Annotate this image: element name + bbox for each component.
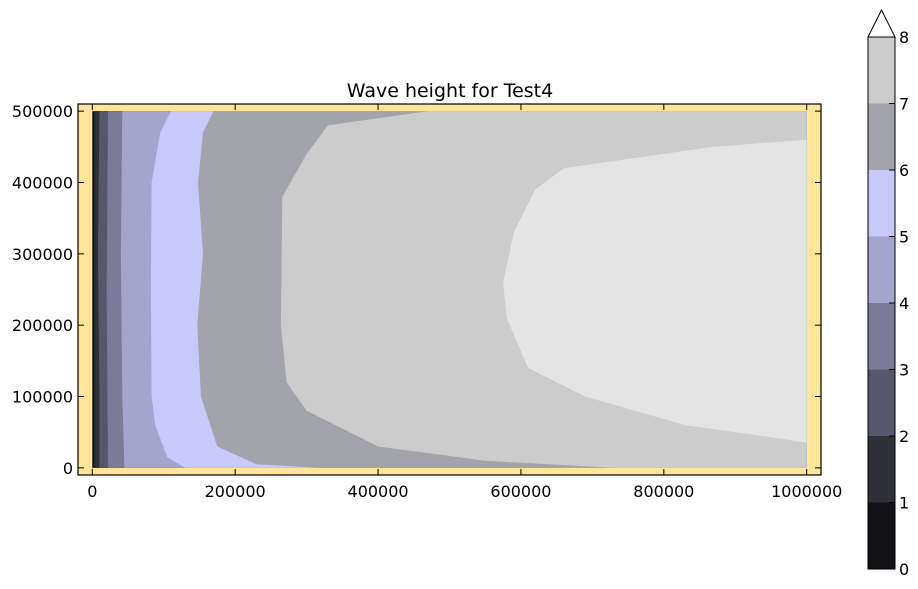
colorbar-tick-label: 1: [899, 494, 909, 513]
colorbar-extend-triangle: [867, 8, 896, 38]
y-tick-label: 100000: [12, 388, 73, 407]
colorbar-tick-label: 5: [899, 228, 909, 247]
colorbar-segment-4: [868, 236, 895, 303]
x-tick-label: 800000: [633, 482, 694, 501]
colorbar-segment-1: [868, 436, 895, 503]
colorbar-tick-label: 7: [899, 95, 909, 114]
colorbar: 0 1 2 3 4 5 6 7 8: [867, 8, 909, 579]
x-tick-label: 1000000: [771, 482, 842, 501]
x-axis: 0 200000 400000 600000 800000 1000000: [87, 104, 842, 501]
colorbar-segment-3: [868, 303, 895, 370]
x-tick-label: 0: [87, 482, 97, 501]
y-tick-label: 300000: [12, 245, 73, 264]
chart-title: Wave height for Test4: [347, 80, 553, 102]
plot-frame: [77, 103, 822, 476]
colorbar-tick-label: 0: [899, 560, 909, 579]
colorbar-tick-label: 2: [899, 427, 909, 446]
x-tick-label: 600000: [490, 482, 551, 501]
colorbar-segment-2: [868, 369, 895, 436]
colorbar-tick-label: 4: [899, 294, 909, 313]
contour-band-8: [503, 139, 807, 443]
colorbar-segment-6: [868, 103, 895, 170]
colorbar-segment-5: [868, 170, 895, 237]
x-tick-label: 400000: [348, 482, 409, 501]
colorbar-tick-label: 6: [899, 161, 909, 180]
colorbar-segment-7: [868, 37, 895, 104]
contour-fills: [92, 111, 807, 468]
y-tick-label: 400000: [12, 173, 73, 192]
x-tick-label: 200000: [205, 482, 266, 501]
y-axis: 0 100000 200000 300000 400000 500000: [12, 102, 821, 478]
colorbar-tick-label: 3: [899, 361, 909, 380]
colorbar-tick-label: 8: [899, 28, 909, 47]
plot-area: [77, 103, 822, 476]
colorbar-segment-0: [868, 502, 895, 569]
y-tick-label: 0: [63, 459, 73, 478]
y-tick-label: 200000: [12, 316, 73, 335]
y-tick-label: 500000: [12, 102, 73, 121]
